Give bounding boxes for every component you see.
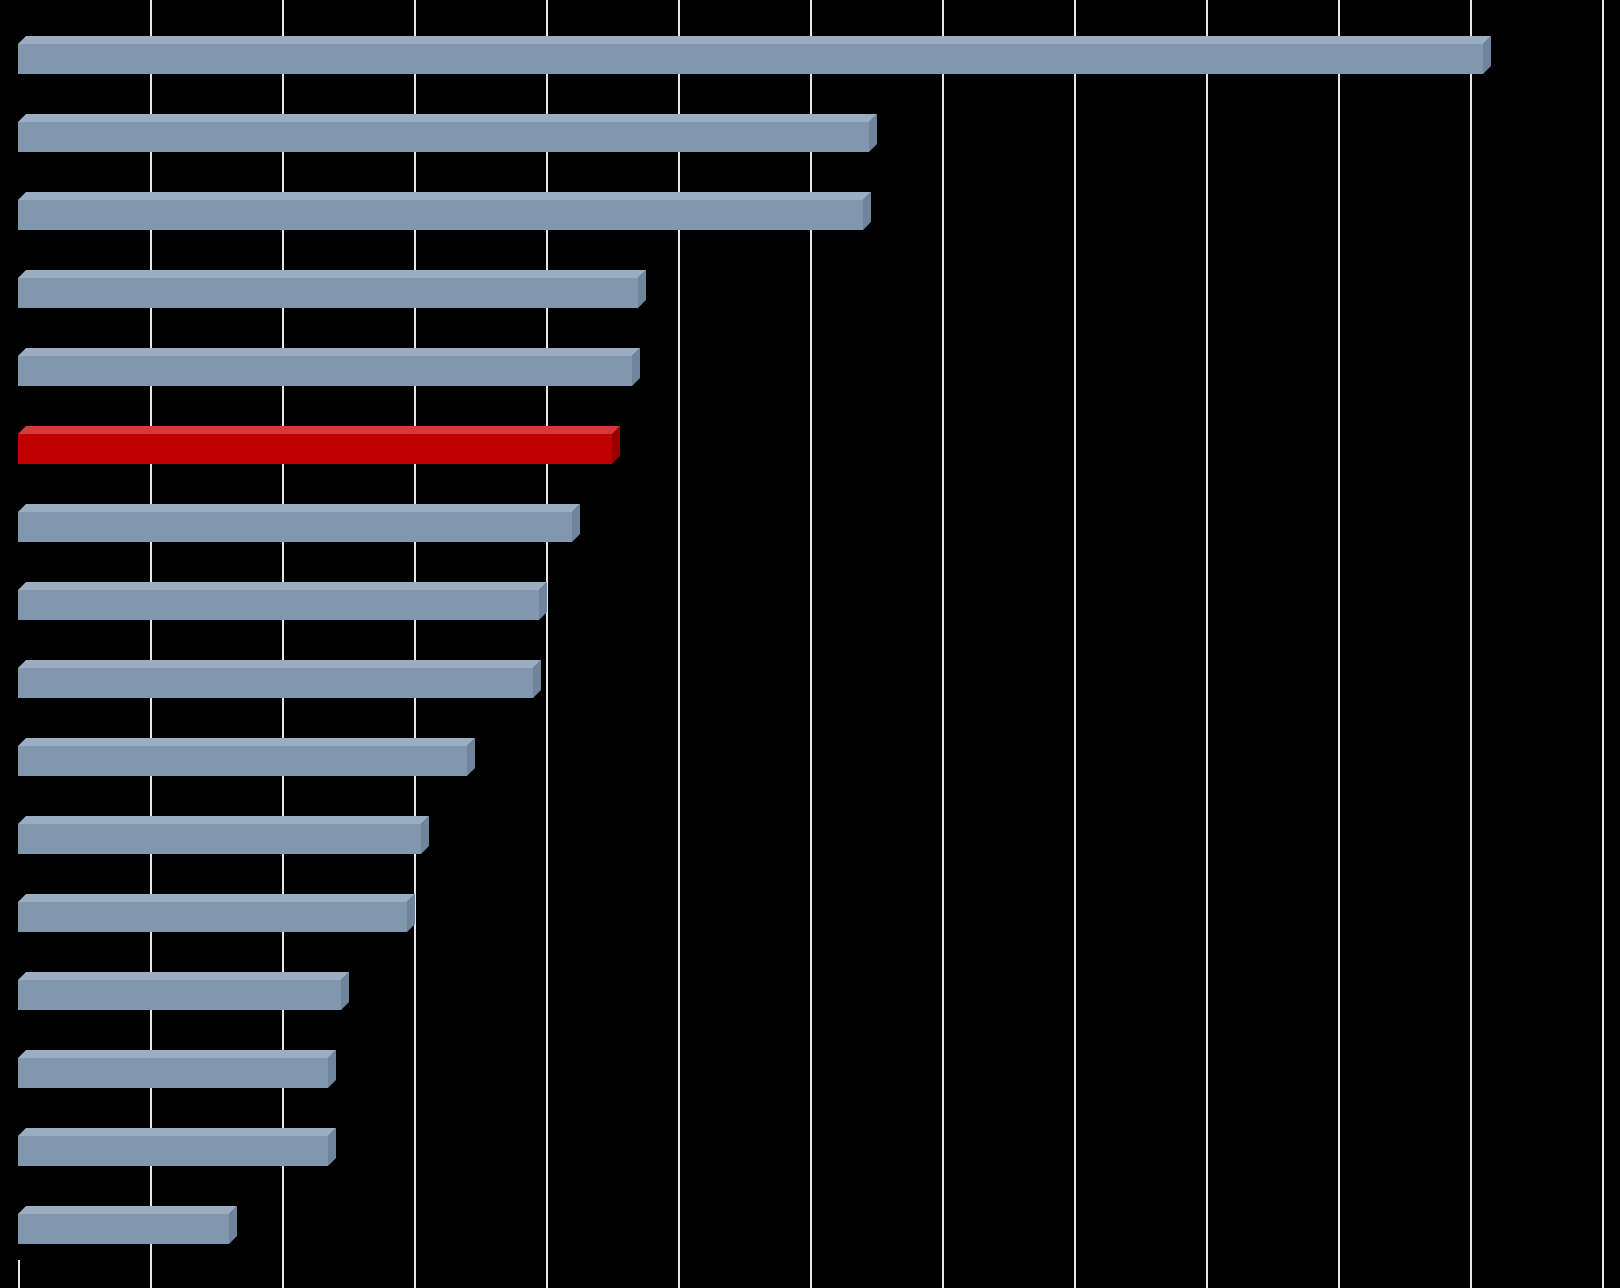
x-tick: [942, 1260, 944, 1288]
horizontal-bar-chart: [18, 0, 1602, 1288]
bar-face: [18, 1136, 328, 1166]
gridline: [1206, 0, 1208, 1260]
gridline: [1602, 0, 1604, 1260]
bar-side: [341, 972, 349, 1010]
bar-face: [18, 590, 539, 620]
bar-top: [18, 816, 429, 824]
bar-face: [18, 356, 632, 386]
gridline: [414, 0, 416, 1260]
bar-side: [421, 816, 429, 854]
x-tick: [1206, 1260, 1208, 1288]
plot-area: [18, 0, 1602, 1260]
bar-side: [328, 1050, 336, 1088]
bar-top: [18, 582, 547, 590]
bar-top: [18, 660, 541, 668]
bar-side: [533, 660, 541, 698]
x-tick: [414, 1260, 416, 1288]
bar-top: [18, 348, 640, 356]
bar-top: [18, 738, 475, 746]
bar-top: [18, 504, 580, 512]
x-tick: [1074, 1260, 1076, 1288]
bar-side: [1483, 36, 1491, 74]
gridline: [810, 0, 812, 1260]
bar-face: [18, 44, 1483, 74]
bar-top: [18, 270, 646, 278]
bar-face: [18, 512, 572, 542]
gridline: [678, 0, 680, 1260]
gridline: [1470, 0, 1472, 1260]
bar-face: [18, 1058, 328, 1088]
bar-face: [18, 746, 467, 776]
x-tick: [810, 1260, 812, 1288]
gridline: [942, 0, 944, 1260]
bar-top: [18, 192, 871, 200]
bar-face: [18, 902, 407, 932]
bar-side: [229, 1206, 237, 1244]
bar-side: [612, 426, 620, 464]
bar-face: [18, 1214, 229, 1244]
bar-face: [18, 434, 612, 464]
bar-top: [18, 1128, 336, 1136]
bar-top: [18, 894, 415, 902]
bar-face: [18, 200, 863, 230]
bar-top: [18, 114, 877, 122]
gridline: [1074, 0, 1076, 1260]
bar-top: [18, 426, 620, 434]
x-tick: [546, 1260, 548, 1288]
x-tick: [678, 1260, 680, 1288]
bar-side: [467, 738, 475, 776]
x-tick: [1602, 1260, 1604, 1288]
bar-face: [18, 668, 533, 698]
bar-side: [632, 348, 640, 386]
bar-face: [18, 122, 869, 152]
bar-face: [18, 980, 341, 1010]
bar-side: [869, 114, 877, 152]
bar-top: [18, 1206, 237, 1214]
bar-face: [18, 824, 421, 854]
x-tick: [150, 1260, 152, 1288]
bar-side: [638, 270, 646, 308]
bar-top: [18, 36, 1491, 44]
x-tick: [1470, 1260, 1472, 1288]
x-tick: [1338, 1260, 1340, 1288]
bar-top: [18, 1050, 336, 1058]
bar-top: [18, 972, 349, 980]
x-tick: [282, 1260, 284, 1288]
gridline: [1338, 0, 1340, 1260]
bar-side: [572, 504, 580, 542]
gridline: [546, 0, 548, 1260]
bar-side: [328, 1128, 336, 1166]
bar-side: [863, 192, 871, 230]
bar-face: [18, 278, 638, 308]
x-tick: [18, 1260, 20, 1288]
